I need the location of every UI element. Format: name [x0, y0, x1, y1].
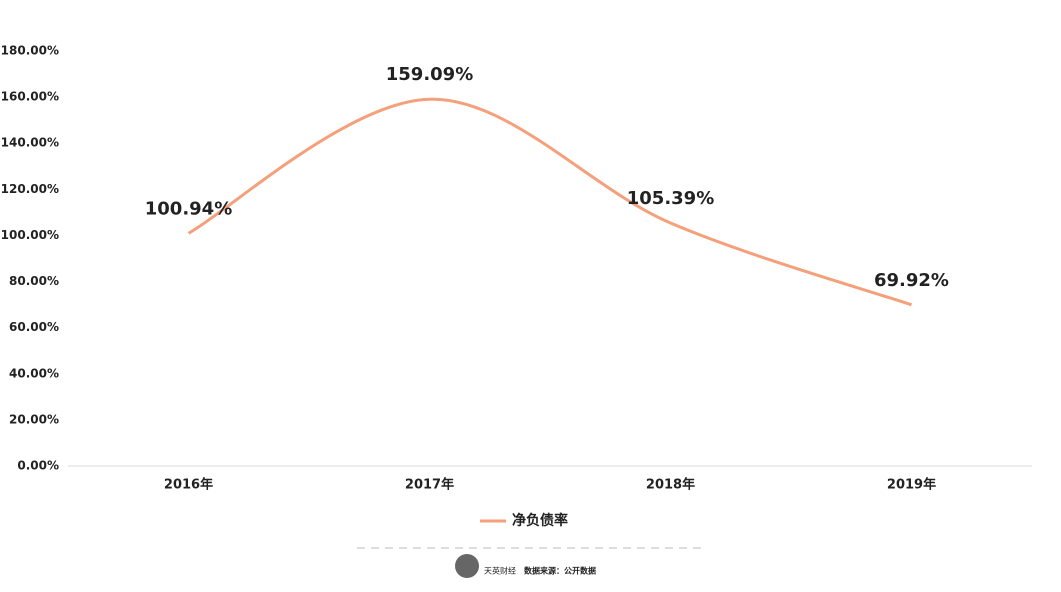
y-tick-label: 60.00% — [9, 320, 59, 334]
y-tick-label: 40.00% — [9, 366, 59, 380]
footer-logo: 天英财经 — [484, 566, 516, 576]
y-tick-label: 100.00% — [1, 228, 59, 242]
y-tick-label: 180.00% — [1, 44, 59, 58]
line — [187, 97, 912, 307]
legend-label: 净负债率 — [512, 512, 568, 529]
y-tick-label: 20.00% — [9, 412, 59, 426]
x-tick-label: 2016年 — [164, 477, 213, 493]
y-tick-label: 80.00% — [9, 274, 59, 288]
x-tick-label: 2019年 — [887, 477, 936, 493]
y-tick-label: 140.00% — [1, 136, 59, 150]
y-tick-label: 120.00% — [1, 182, 59, 196]
value-label: 159.09% — [386, 64, 474, 85]
y-tick-label: 0.00% — [17, 459, 59, 473]
value-label: 105.39% — [627, 188, 715, 209]
y-tick-label: 160.00% — [1, 90, 59, 104]
x-tick-label: 2018年 — [646, 477, 695, 493]
footer-source: 数据来源：公开数据 — [524, 566, 596, 576]
footer-logo-icon — [455, 554, 479, 578]
value-label: 69.92% — [874, 270, 949, 291]
x-tick-label: 2017年 — [405, 477, 454, 493]
value-label: 100.94% — [145, 198, 233, 219]
